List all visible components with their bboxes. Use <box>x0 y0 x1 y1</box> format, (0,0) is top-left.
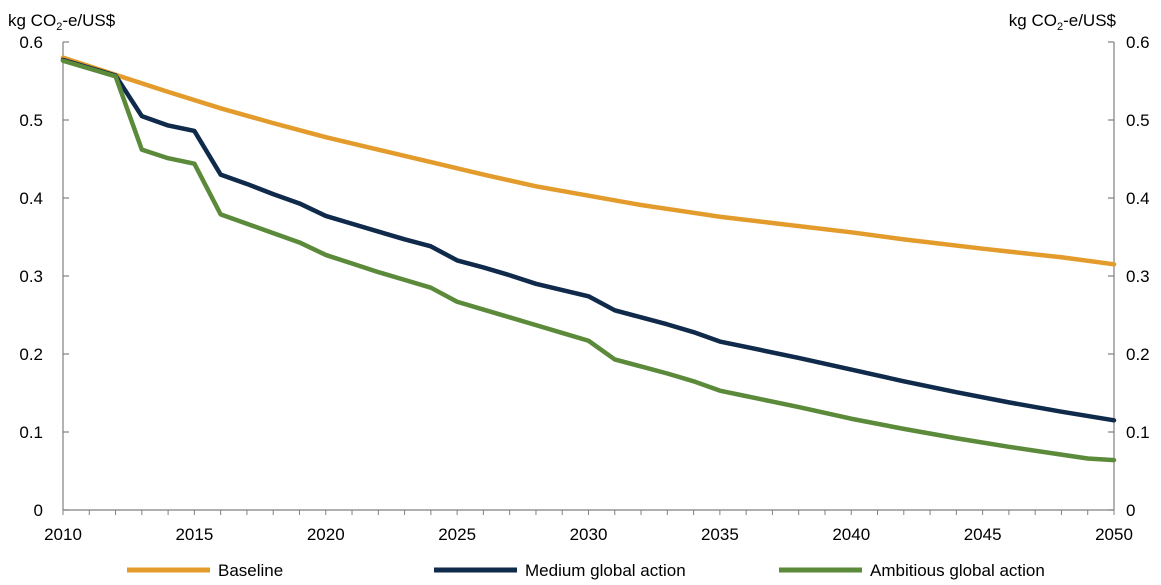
x-tick-label: 2025 <box>438 525 476 544</box>
right-y-ticks: 0 0.1 0.2 0.3 0.4 0.5 0.6 <box>1108 33 1150 520</box>
y-tick-label-left: 0.2 <box>19 345 43 364</box>
series-lines <box>60 55 1117 463</box>
legend-label-0: Baseline <box>218 561 283 580</box>
x-tick-label: 2020 <box>307 525 345 544</box>
unit-labels: kg CO2-e/US$ kg CO2-e/US$ <box>8 11 1117 33</box>
y-tick-label-left: 0.3 <box>19 267 43 286</box>
y-tick-label-left: 0.1 <box>19 423 43 442</box>
legend-label-1: Medium global action <box>525 561 686 580</box>
left-axis-unit-label: kg CO2-e/US$ <box>8 11 116 33</box>
y-tick-label-left: 0.4 <box>19 189 43 208</box>
x-ticks: 2010 2015 2020 2025 2030 2035 2040 2045 2050 <box>44 510 1133 544</box>
right-axis-unit-label: kg CO2-e/US$ <box>1009 11 1117 33</box>
series-line-2 <box>60 58 1117 463</box>
y-tick-label-right: 0.6 <box>1126 33 1150 52</box>
y-tick-label-left: 0 <box>34 501 43 520</box>
x-tick-label: 2040 <box>832 525 870 544</box>
x-tick-label: 2030 <box>570 525 608 544</box>
series-line-1 <box>60 57 1117 423</box>
y-tick-label-right: 0.5 <box>1126 111 1150 130</box>
legend-label-2: Ambitious global action <box>870 561 1045 580</box>
left-y-ticks: 0 0.1 0.2 0.3 0.4 0.5 0.6 <box>19 33 69 520</box>
y-tick-label-right: 0.4 <box>1126 189 1150 208</box>
y-tick-label-right: 0.2 <box>1126 345 1150 364</box>
series-line-0 <box>60 55 1117 267</box>
legend: Baseline Medium global action Ambitious gl… <box>127 561 1045 580</box>
y-tick-label-right: 0.1 <box>1126 423 1150 442</box>
x-tick-label: 2050 <box>1095 525 1133 544</box>
y-tick-label-right: 0.3 <box>1126 267 1150 286</box>
x-tick-label: 2045 <box>964 525 1002 544</box>
y-tick-label-left: 0.5 <box>19 111 43 130</box>
x-tick-label: 2010 <box>44 525 82 544</box>
x-tick-label: 2015 <box>175 525 213 544</box>
y-tick-label-right: 0 <box>1126 501 1135 520</box>
y-tick-label-left: 0.6 <box>19 33 43 52</box>
x-tick-label: 2035 <box>701 525 739 544</box>
